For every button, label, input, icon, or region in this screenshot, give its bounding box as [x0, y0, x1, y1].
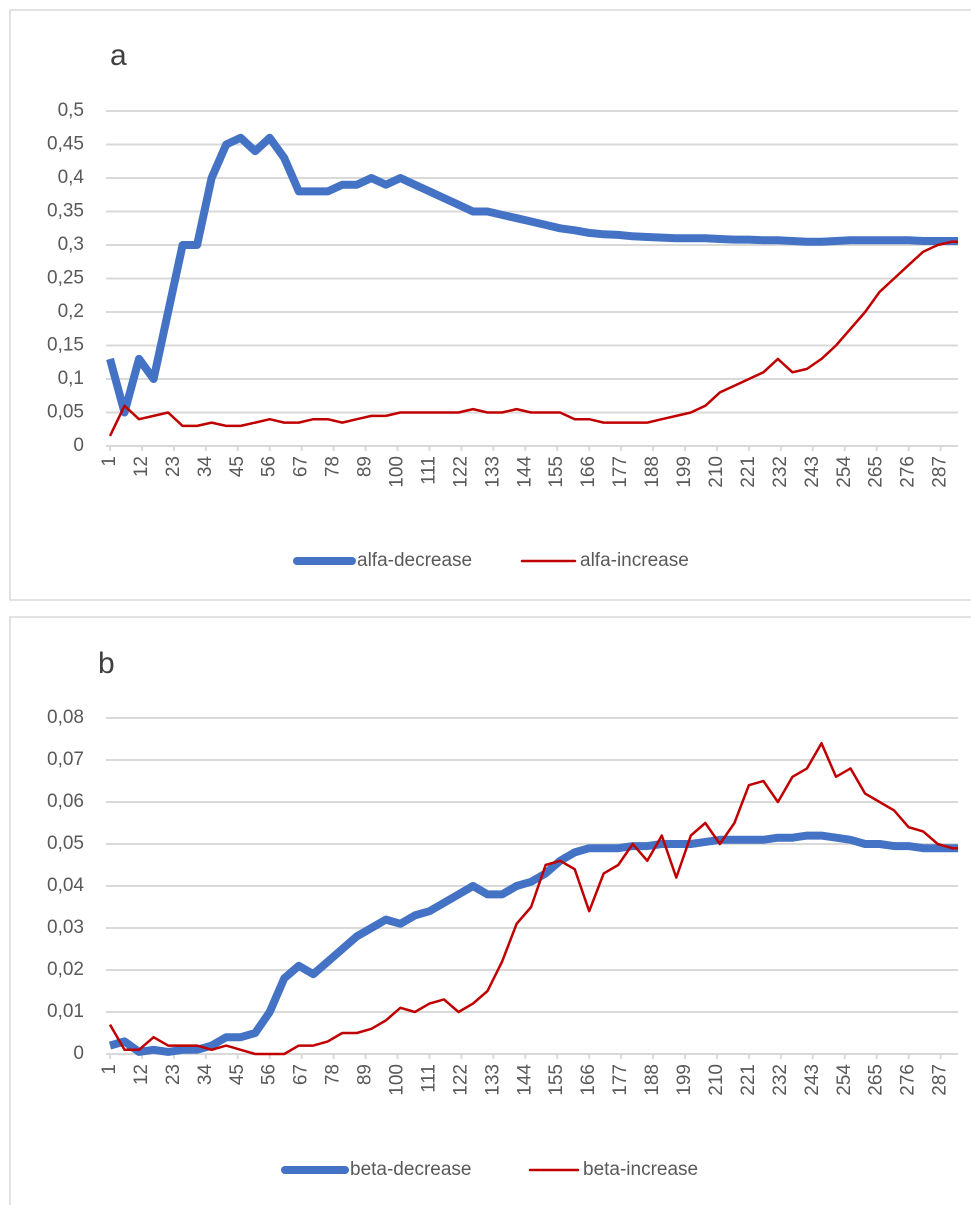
- chart-title: b: [98, 647, 115, 680]
- x-tick-label: 265: [866, 1064, 887, 1096]
- x-tick-label: 34: [195, 456, 216, 478]
- x-tick-label: 67: [291, 456, 312, 477]
- x-tick-label: 287: [930, 1064, 951, 1096]
- x-tick-label: 188: [642, 456, 663, 488]
- chart-frame: [9, 616, 971, 1205]
- legend-label: beta-decrease: [350, 1159, 471, 1180]
- x-tick-label: 221: [738, 1064, 759, 1096]
- x-tick-label: 243: [802, 1064, 823, 1096]
- y-tick-label: 0,4: [58, 167, 85, 188]
- x-tick-label: 155: [546, 1064, 567, 1096]
- x-tick-label: 210: [706, 1064, 727, 1096]
- x-tick-label: 133: [482, 1064, 503, 1096]
- x-tick-label: 23: [163, 1064, 184, 1085]
- x-tick-label: 12: [131, 1064, 152, 1085]
- y-tick-label: 0,25: [47, 268, 84, 289]
- x-tick-label: 34: [195, 1064, 216, 1086]
- x-tick-label: 166: [578, 1064, 599, 1096]
- series-line: [106, 133, 958, 417]
- x-tick-label: 265: [866, 456, 887, 488]
- y-tick-label: 0,05: [47, 402, 84, 423]
- x-tick-label: 232: [770, 1064, 791, 1096]
- x-tick-label: 122: [450, 1064, 471, 1096]
- y-tick-label: 0,5: [58, 100, 84, 121]
- x-tick-label: 100: [387, 456, 408, 488]
- y-tick-label: 0,2: [58, 301, 84, 322]
- x-tick-label: 1: [99, 1064, 120, 1075]
- x-tick-label: 89: [355, 456, 376, 477]
- x-tick-label: 67: [291, 1064, 312, 1085]
- x-tick-label: 210: [706, 456, 727, 488]
- x-tick-label: 144: [514, 1064, 535, 1096]
- series-line: [108, 240, 958, 437]
- legend-label: beta-increase: [583, 1159, 698, 1180]
- y-tick-label: 0,3: [58, 234, 84, 255]
- x-tick-label: 243: [802, 456, 823, 488]
- y-tick-label: 0,06: [47, 791, 84, 812]
- legend-label: alfa-increase: [580, 550, 689, 571]
- y-tick-label: 0,15: [47, 335, 84, 356]
- x-tick-label: 1: [99, 456, 120, 467]
- x-tick-label: 155: [546, 456, 567, 488]
- y-tick-label: 0,07: [47, 749, 84, 770]
- x-tick-label: 199: [674, 1064, 695, 1096]
- y-tick-label: 0,04: [47, 875, 84, 896]
- x-tick-label: 166: [578, 456, 599, 488]
- x-tick-label: 177: [610, 456, 631, 488]
- x-tick-label: 56: [259, 1064, 280, 1085]
- y-tick-label: 0,03: [47, 917, 84, 938]
- x-tick-label: 177: [610, 1064, 631, 1096]
- series-line: [108, 831, 958, 1056]
- x-tick-label: 276: [898, 1064, 919, 1096]
- x-tick-label: 254: [834, 456, 855, 488]
- x-tick-label: 23: [163, 456, 184, 477]
- x-tick-label: 45: [227, 456, 248, 477]
- x-tick-label: 89: [355, 1064, 376, 1085]
- chart-frame: [9, 9, 971, 601]
- x-tick-label: 232: [770, 456, 791, 488]
- x-tick-label: 276: [898, 456, 919, 488]
- y-tick-label: 0,35: [47, 201, 84, 222]
- y-tick-label: 0,1: [58, 368, 84, 389]
- x-tick-label: 100: [387, 1064, 408, 1096]
- x-tick-label: 78: [323, 456, 344, 477]
- x-tick-label: 12: [131, 456, 152, 477]
- x-tick-label: 144: [514, 456, 535, 488]
- y-tick-label: 0: [73, 1043, 84, 1064]
- x-tick-label: 199: [674, 456, 695, 488]
- x-tick-label: 111: [418, 1064, 439, 1093]
- x-tick-label: 133: [482, 456, 503, 488]
- legend-label: alfa-decrease: [357, 550, 472, 571]
- x-tick-label: 45: [227, 1064, 248, 1085]
- x-tick-label: 56: [259, 456, 280, 477]
- x-tick-label: 188: [642, 1064, 663, 1096]
- y-tick-label: 0: [73, 435, 84, 456]
- y-tick-label: 0,45: [47, 134, 84, 155]
- y-tick-label: 0,08: [47, 707, 84, 728]
- x-tick-label: 221: [738, 456, 759, 488]
- x-tick-label: 111: [418, 456, 439, 485]
- y-tick-label: 0,01: [47, 1001, 84, 1022]
- x-tick-label: 287: [930, 456, 951, 488]
- y-tick-label: 0,05: [47, 833, 84, 854]
- y-tick-label: 0,02: [47, 959, 84, 980]
- x-tick-label: 122: [450, 456, 471, 488]
- x-tick-label: 78: [323, 1064, 344, 1085]
- x-tick-label: 254: [834, 1064, 855, 1096]
- series-line: [108, 741, 958, 1056]
- chart-title: a: [110, 39, 127, 72]
